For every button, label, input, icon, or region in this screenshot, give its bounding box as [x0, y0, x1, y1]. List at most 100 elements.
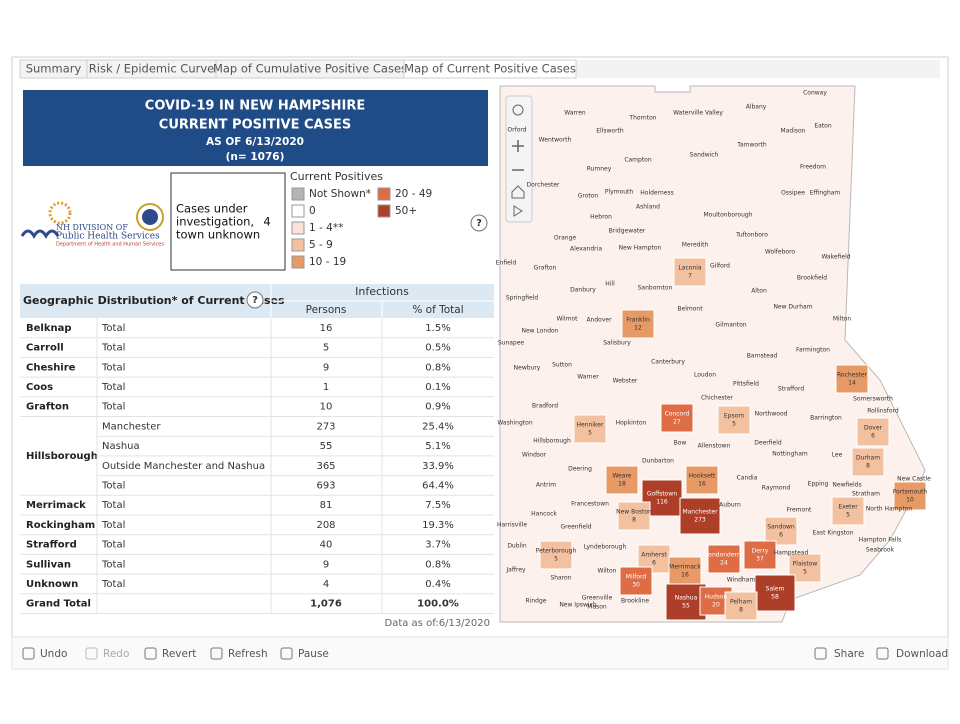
- town-label: Dunbarton: [642, 458, 674, 465]
- tab-label[interactable]: Summary: [26, 62, 82, 76]
- unknown-label: investigation,: [176, 215, 254, 229]
- town-count: 14: [848, 380, 856, 387]
- region-cell: Coos: [26, 382, 53, 393]
- town-area: [707, 544, 741, 574]
- legend-swatch: [377, 187, 391, 201]
- town-label: Barnstead: [747, 353, 778, 360]
- legend-title: Current Positives: [290, 170, 383, 183]
- tab-label[interactable]: Map of Current Positive Cases: [404, 62, 576, 76]
- town-label: Goffstown: [647, 491, 678, 498]
- town-label: Windsor: [522, 452, 547, 459]
- town-label: Hampton Falls: [859, 537, 902, 544]
- region-cell: Strafford: [26, 540, 77, 551]
- town-count: 18: [618, 481, 626, 488]
- town-count: 58: [771, 594, 779, 601]
- town-label: Tamworth: [736, 142, 767, 149]
- toolbar-button[interactable]: Redo: [103, 648, 129, 660]
- toolbar-icon: [280, 647, 293, 660]
- town-label: Sunapee: [498, 340, 525, 347]
- persons-cell: 9: [323, 362, 329, 373]
- unknown-value: 4: [263, 215, 270, 229]
- town-label: Dublin: [507, 543, 527, 550]
- pct-cell: 25.4%: [422, 421, 454, 432]
- home-pan-icons[interactable]: [511, 185, 525, 217]
- town-label: Portsmouth: [893, 489, 928, 496]
- town-label: Wolfeboro: [765, 249, 796, 256]
- town-count: 10: [906, 497, 914, 504]
- pct-cell: 7.5%: [425, 500, 450, 511]
- persons-cell: 40: [320, 540, 333, 551]
- toolbar-button[interactable]: Revert: [162, 648, 196, 660]
- town-label: Wilmot: [556, 316, 578, 323]
- map-control-panel[interactable]: [505, 95, 533, 223]
- town-area: [754, 574, 796, 612]
- help-icon: [246, 291, 264, 309]
- legend-label: 5 - 9: [309, 239, 333, 251]
- town-label: Concord: [665, 411, 690, 418]
- region-cell: Hillsborough: [26, 451, 98, 462]
- toolbar-button[interactable]: Pause: [298, 648, 329, 660]
- town-label: Milton: [833, 316, 852, 323]
- tab[interactable]: [403, 59, 577, 79]
- town-label: Seabrook: [866, 547, 895, 554]
- town-count: 5: [846, 512, 850, 519]
- town-label: Durham: [856, 455, 880, 462]
- toolbar-button[interactable]: Download: [896, 648, 948, 660]
- town-label: Madison: [781, 128, 806, 135]
- tab-label[interactable]: Risk / Epidemic Curve: [89, 62, 214, 76]
- town-label: Hampstead: [774, 550, 809, 557]
- row-label: Total: [101, 402, 125, 413]
- town-label: Stratham: [852, 491, 880, 498]
- town-label: Sanbornton: [638, 285, 673, 292]
- legend-swatch: [291, 238, 305, 252]
- help-icon-text: ?: [252, 295, 258, 306]
- town-count: 5: [588, 430, 592, 437]
- table-title: Geographic Distribution* of Current Case…: [23, 294, 285, 307]
- toolbar-button[interactable]: Undo: [40, 648, 67, 660]
- town-label: Sutton: [552, 362, 572, 369]
- unknown-box: [170, 172, 286, 271]
- town-label: Warner: [577, 374, 599, 381]
- town-label: Webster: [613, 378, 638, 385]
- toolbar-icon: [144, 647, 157, 660]
- town-label: Loudon: [694, 372, 716, 379]
- pct-cell: 0.8%: [425, 362, 450, 373]
- tab-label[interactable]: Map of Cumulative Positive Cases: [213, 62, 407, 76]
- town-label: Newfields: [832, 482, 861, 489]
- town-label: Orange: [554, 235, 576, 242]
- town-label: Gilmanton: [715, 322, 746, 329]
- town-label: Brookfield: [797, 275, 827, 282]
- town-label: New Castle: [897, 476, 931, 483]
- town-area: [539, 540, 573, 570]
- town-label: Peterborough: [536, 548, 577, 555]
- row-label: Total: [101, 559, 125, 570]
- town-label: Lee: [832, 452, 843, 459]
- persons-cell: 365: [316, 461, 335, 472]
- persons-cell: 1,076: [310, 599, 342, 610]
- region-cell: Unknown: [26, 579, 78, 590]
- town-label: Rochester: [837, 372, 868, 379]
- header-line: AS OF 6/13/2020: [206, 136, 304, 148]
- zoom-icons[interactable]: [512, 140, 524, 171]
- town-label: Pelham: [730, 599, 752, 606]
- legend-label: 10 - 19: [309, 256, 346, 268]
- search-icon[interactable]: [512, 104, 524, 116]
- town-count: 6: [779, 532, 783, 539]
- toolbar-button[interactable]: Share: [834, 648, 864, 660]
- town-label: Hill: [605, 281, 615, 288]
- town-label: Plaistow: [793, 561, 818, 568]
- town-label: Hooksett: [689, 473, 716, 480]
- town-label: Exeter: [838, 504, 858, 511]
- town-label: Rumney: [587, 166, 612, 173]
- persons-cell: 10: [320, 402, 333, 413]
- town-label: Effingham: [810, 190, 841, 197]
- toolbar-button[interactable]: Refresh: [228, 648, 268, 660]
- legend-swatch: [291, 204, 305, 218]
- town-label: Moultonborough: [703, 212, 752, 219]
- town-label: Salem: [766, 586, 785, 593]
- town-label: Raymond: [762, 485, 791, 492]
- town-count: 5: [732, 421, 736, 428]
- town-label: Lyndeborough: [584, 544, 627, 551]
- town-label: Antrim: [536, 482, 556, 489]
- persons-cell: 16: [320, 323, 333, 334]
